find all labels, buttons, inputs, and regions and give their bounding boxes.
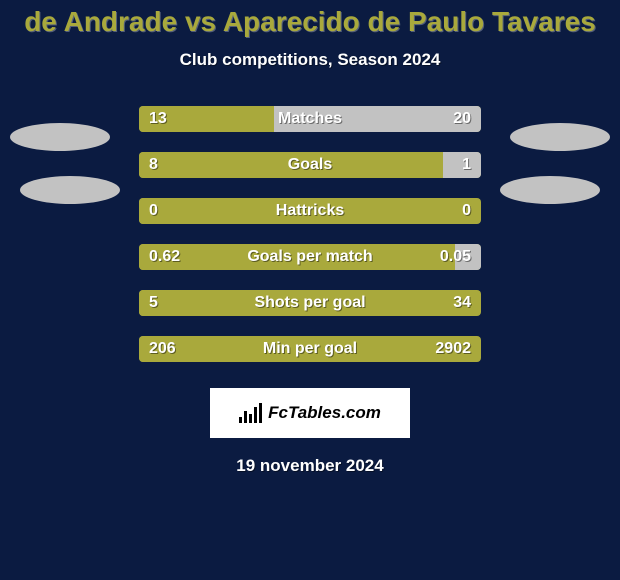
stat-bar: 206 2902 Min per goal — [139, 336, 481, 362]
stat-row: 8 1 Goals — [0, 152, 620, 178]
stat-row: 5 34 Shots per goal — [0, 290, 620, 316]
stat-bar: 8 1 Goals — [139, 152, 481, 178]
stat-value-left: 0 — [149, 202, 158, 220]
stat-label: Goals — [288, 156, 332, 174]
stat-bar: 0.62 0.05 Goals per match — [139, 244, 481, 270]
stat-bar: 13 20 Matches — [139, 106, 481, 132]
stat-label: Shots per goal — [254, 294, 365, 312]
stat-label: Goals per match — [247, 248, 372, 266]
stat-bar: 5 34 Shots per goal — [139, 290, 481, 316]
stat-row: 0 0 Hattricks — [0, 198, 620, 224]
stat-value-right: 2902 — [435, 340, 471, 358]
stat-bar: 0 0 Hattricks — [139, 198, 481, 224]
stat-value-right: 0.05 — [440, 248, 471, 266]
stat-value-right: 34 — [453, 294, 471, 312]
page-title: de Andrade vs Aparecido de Paulo Tavares — [0, 0, 620, 38]
stat-bar-left-fill — [139, 290, 183, 316]
stat-label: Min per goal — [263, 340, 357, 358]
stat-value-left: 13 — [149, 110, 167, 128]
date-text: 19 november 2024 — [0, 456, 620, 476]
stat-value-left: 5 — [149, 294, 158, 312]
subtitle: Club competitions, Season 2024 — [0, 50, 620, 70]
stat-row: 206 2902 Min per goal — [0, 336, 620, 362]
logo-box: FcTables.com — [210, 388, 410, 438]
stat-value-right: 1 — [462, 156, 471, 174]
stat-label: Hattricks — [276, 202, 344, 220]
stat-label: Matches — [278, 110, 342, 128]
stat-value-left: 0.62 — [149, 248, 180, 266]
stat-value-right: 20 — [453, 110, 471, 128]
stat-value-left: 8 — [149, 156, 158, 174]
stat-row: 13 20 Matches — [0, 106, 620, 132]
stat-value-right: 0 — [462, 202, 471, 220]
stat-value-left: 206 — [149, 340, 176, 358]
stat-row: 0.62 0.05 Goals per match — [0, 244, 620, 270]
comparison-card: de Andrade vs Aparecido de Paulo Tavares… — [0, 0, 620, 580]
logo-text: FcTables.com — [268, 403, 381, 423]
logo-bars-icon — [239, 403, 262, 423]
